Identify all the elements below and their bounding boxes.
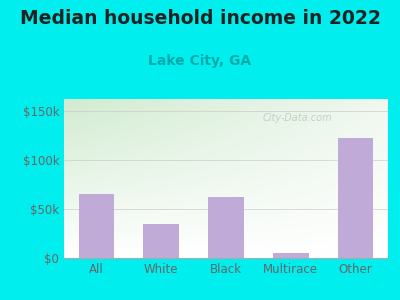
Bar bbox=[143, 224, 179, 258]
Bar bbox=[338, 138, 374, 258]
Bar bbox=[78, 194, 114, 258]
Bar bbox=[273, 253, 309, 258]
Bar bbox=[208, 197, 244, 258]
Text: Median household income in 2022: Median household income in 2022 bbox=[20, 9, 380, 28]
Text: City-Data.com: City-Data.com bbox=[262, 113, 332, 123]
Text: Lake City, GA: Lake City, GA bbox=[148, 54, 252, 68]
